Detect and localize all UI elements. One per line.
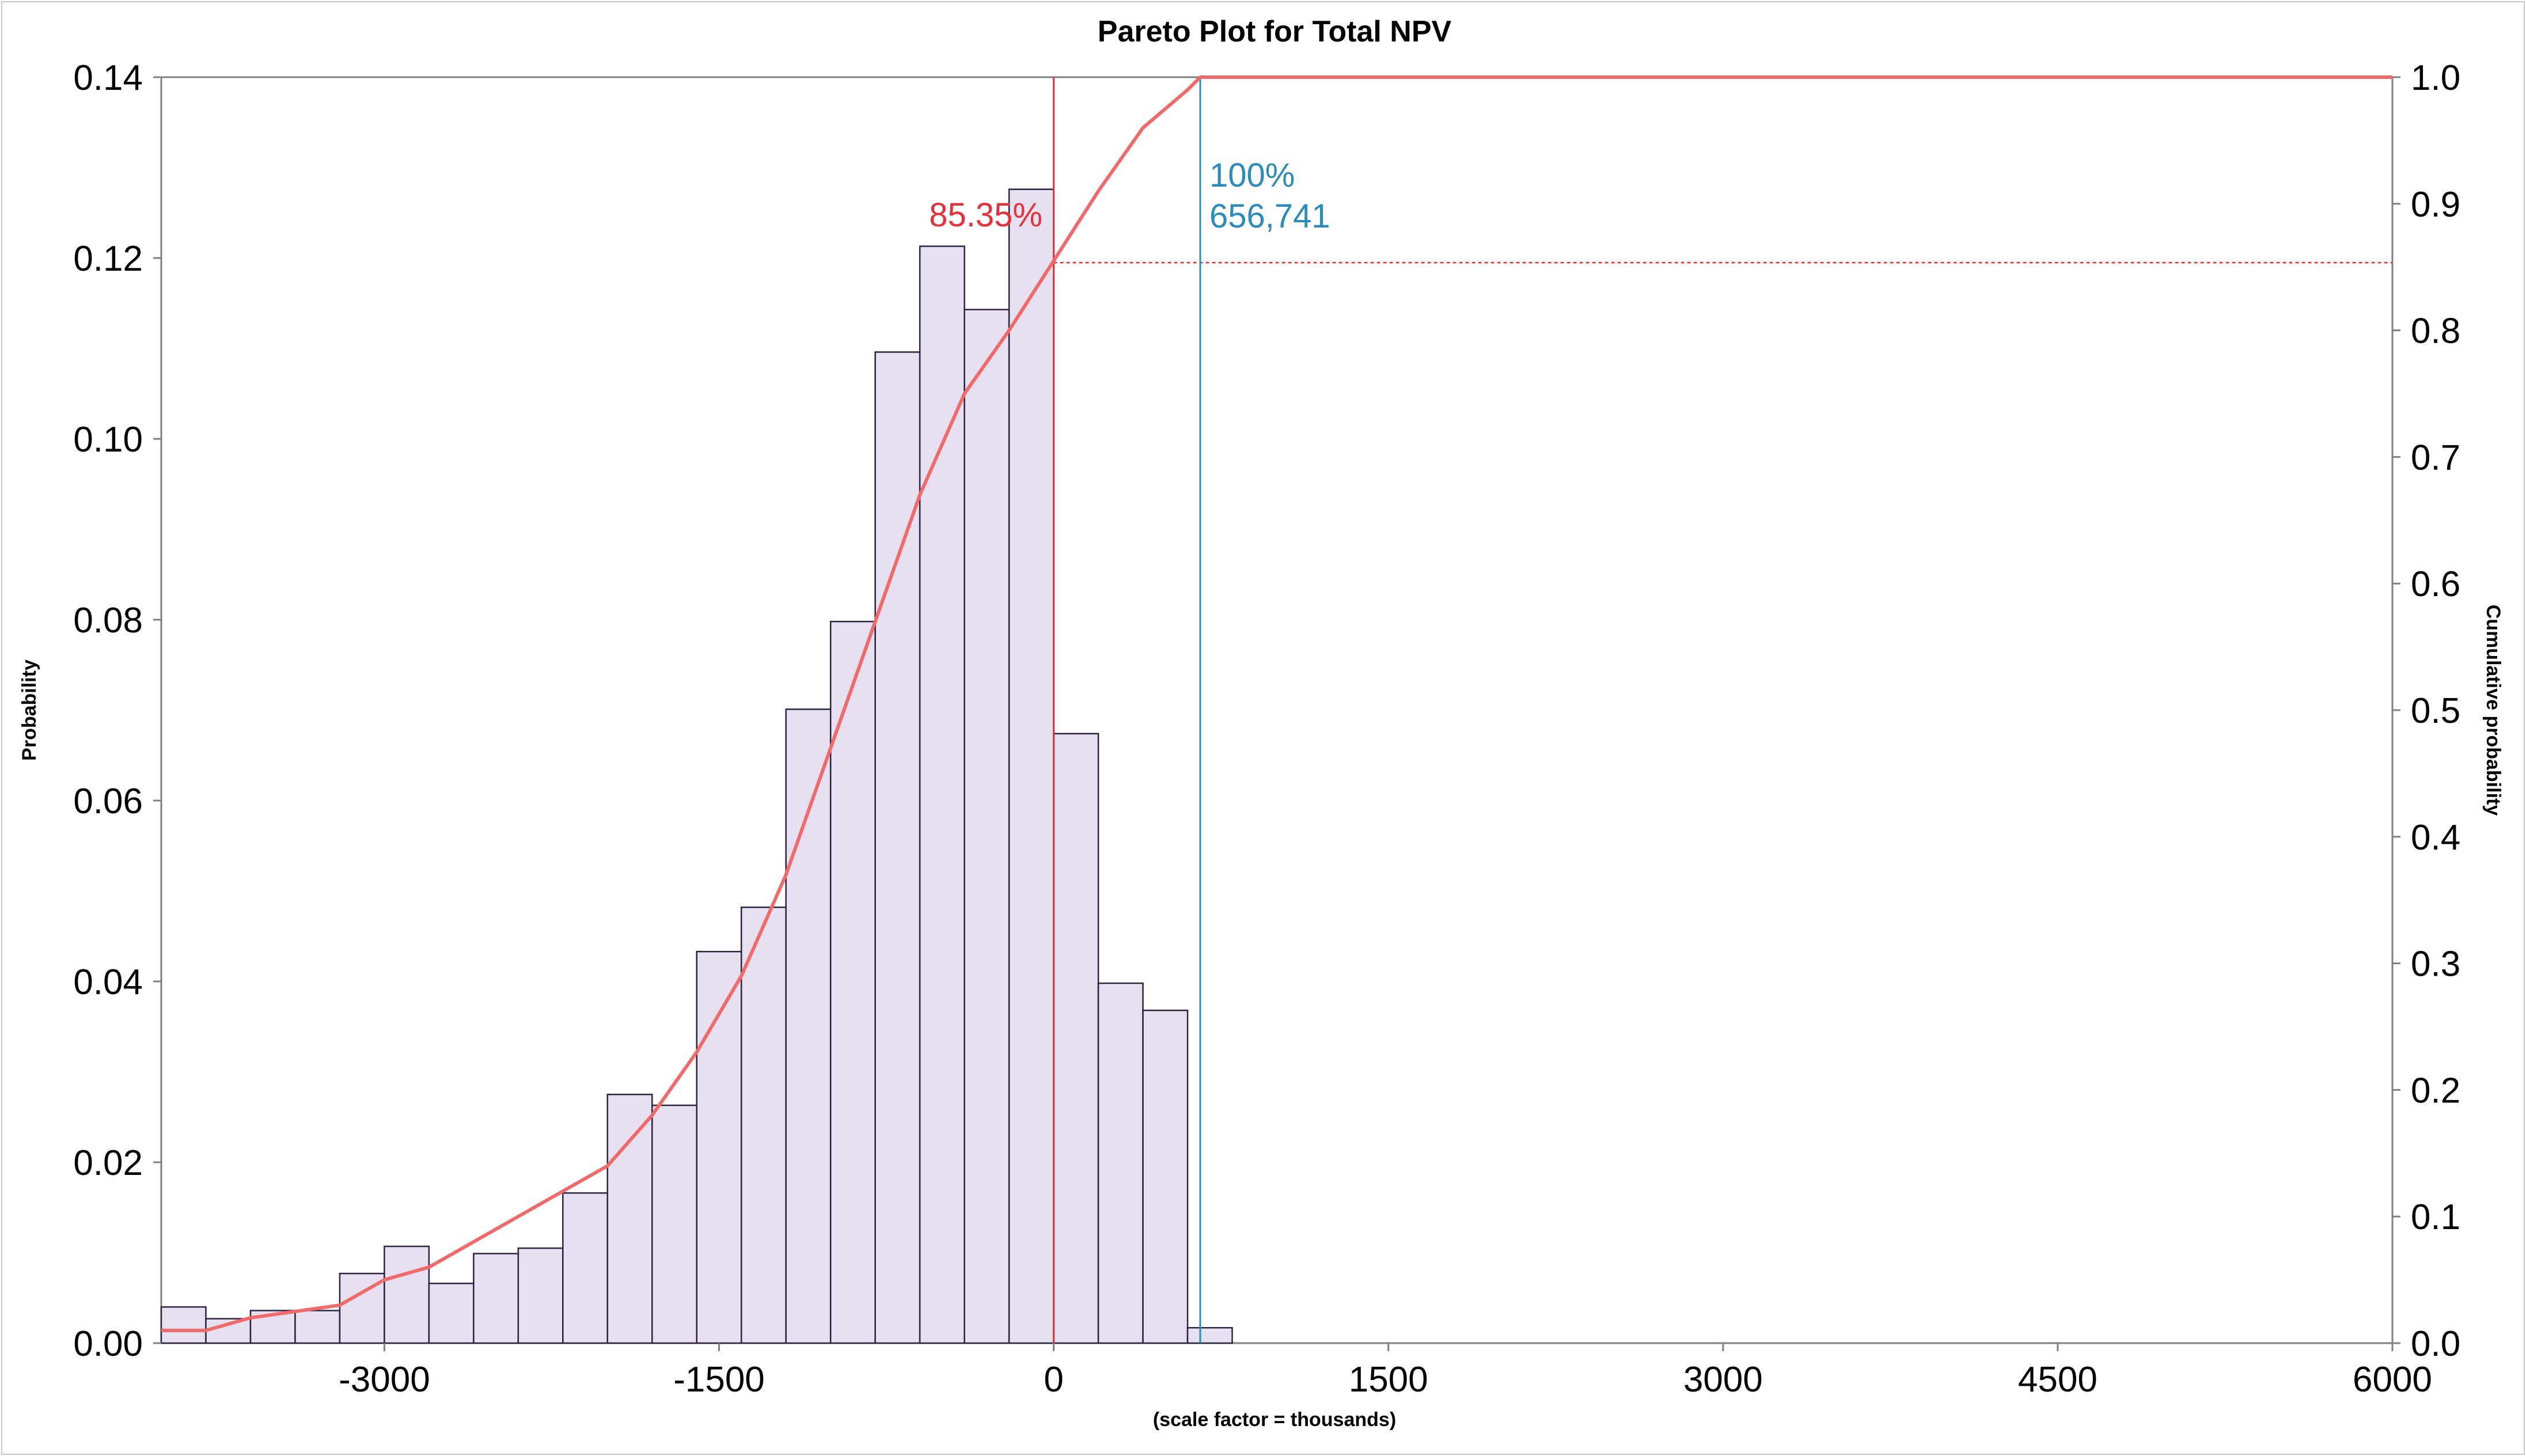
histogram-bar [606, 1094, 653, 1344]
y-tick-label: 0.00 [73, 1324, 143, 1364]
y2-tick-label: 1.0 [2411, 58, 2460, 98]
histogram-bar [1053, 733, 1099, 1344]
y-tick-label: 0.08 [73, 601, 143, 640]
x-tick-label: 4500 [2018, 1360, 2098, 1400]
y-tick-label: 0.04 [73, 962, 143, 1002]
histogram-bar [651, 1104, 698, 1344]
histogram-bar [1142, 1009, 1189, 1344]
y2-tick-label: 0.4 [2411, 818, 2460, 858]
percentile-label: 85.35% [929, 196, 1042, 234]
y2-axis-label: Cumulative probability [2482, 605, 2504, 816]
plot-area [160, 76, 2394, 1344]
histogram-bar [1186, 1327, 1233, 1344]
histogram-bar [919, 245, 965, 1344]
histogram-bar [562, 1192, 609, 1344]
x-axis-label: (scale factor = thousands) [1153, 1409, 1396, 1431]
y-tick-label: 0.06 [73, 782, 143, 821]
y2-tick-label: 0.7 [2411, 438, 2460, 477]
histogram-bar [428, 1283, 475, 1344]
histogram-bar [517, 1247, 564, 1344]
x-tick-label: 1500 [1349, 1360, 1428, 1400]
histogram-bar [874, 351, 921, 1344]
histogram-bar [473, 1253, 519, 1344]
histogram-bar [829, 620, 876, 1344]
y-tick-label: 0.02 [73, 1143, 143, 1183]
y2-tick-label: 0.1 [2411, 1197, 2460, 1237]
y-tick-label: 0.10 [73, 420, 143, 460]
y-axis-label: Probability [18, 659, 40, 761]
histogram-bar [785, 708, 832, 1344]
max-value-label: 656,741 [1209, 198, 1330, 235]
y-tick-label: 0.12 [73, 239, 143, 279]
histogram-bar [696, 950, 742, 1344]
histogram-bar [964, 309, 1010, 1344]
histogram-bar [740, 907, 787, 1344]
y2-tick-label: 0.6 [2411, 564, 2460, 604]
histogram-bar [160, 1306, 207, 1344]
max-percent-label: 100% [1209, 157, 1295, 194]
y2-tick-label: 0.2 [2411, 1071, 2460, 1110]
x-tick-label: 6000 [2353, 1360, 2432, 1400]
y2-tick-label: 0.8 [2411, 312, 2460, 351]
x-tick-label: -1500 [673, 1360, 765, 1400]
histogram-bar [384, 1245, 430, 1344]
chart-title: Pareto Plot for Total NPV [1098, 15, 1452, 48]
histogram-bar [294, 1310, 341, 1344]
histogram-bar [1097, 982, 1144, 1344]
y2-tick-label: 0.5 [2411, 691, 2460, 731]
y-tick-label: 0.14 [73, 58, 143, 98]
y2-tick-label: 0.0 [2411, 1324, 2460, 1364]
cumulative-line [161, 75, 2392, 1333]
y2-tick-label: 0.3 [2411, 945, 2460, 984]
histogram-bar [1008, 188, 1055, 1344]
y2-tick-label: 0.9 [2411, 185, 2460, 225]
x-tick-label: -3000 [339, 1360, 430, 1400]
x-tick-label: 3000 [1683, 1360, 1763, 1400]
x-tick-label: 0 [1044, 1360, 1063, 1400]
